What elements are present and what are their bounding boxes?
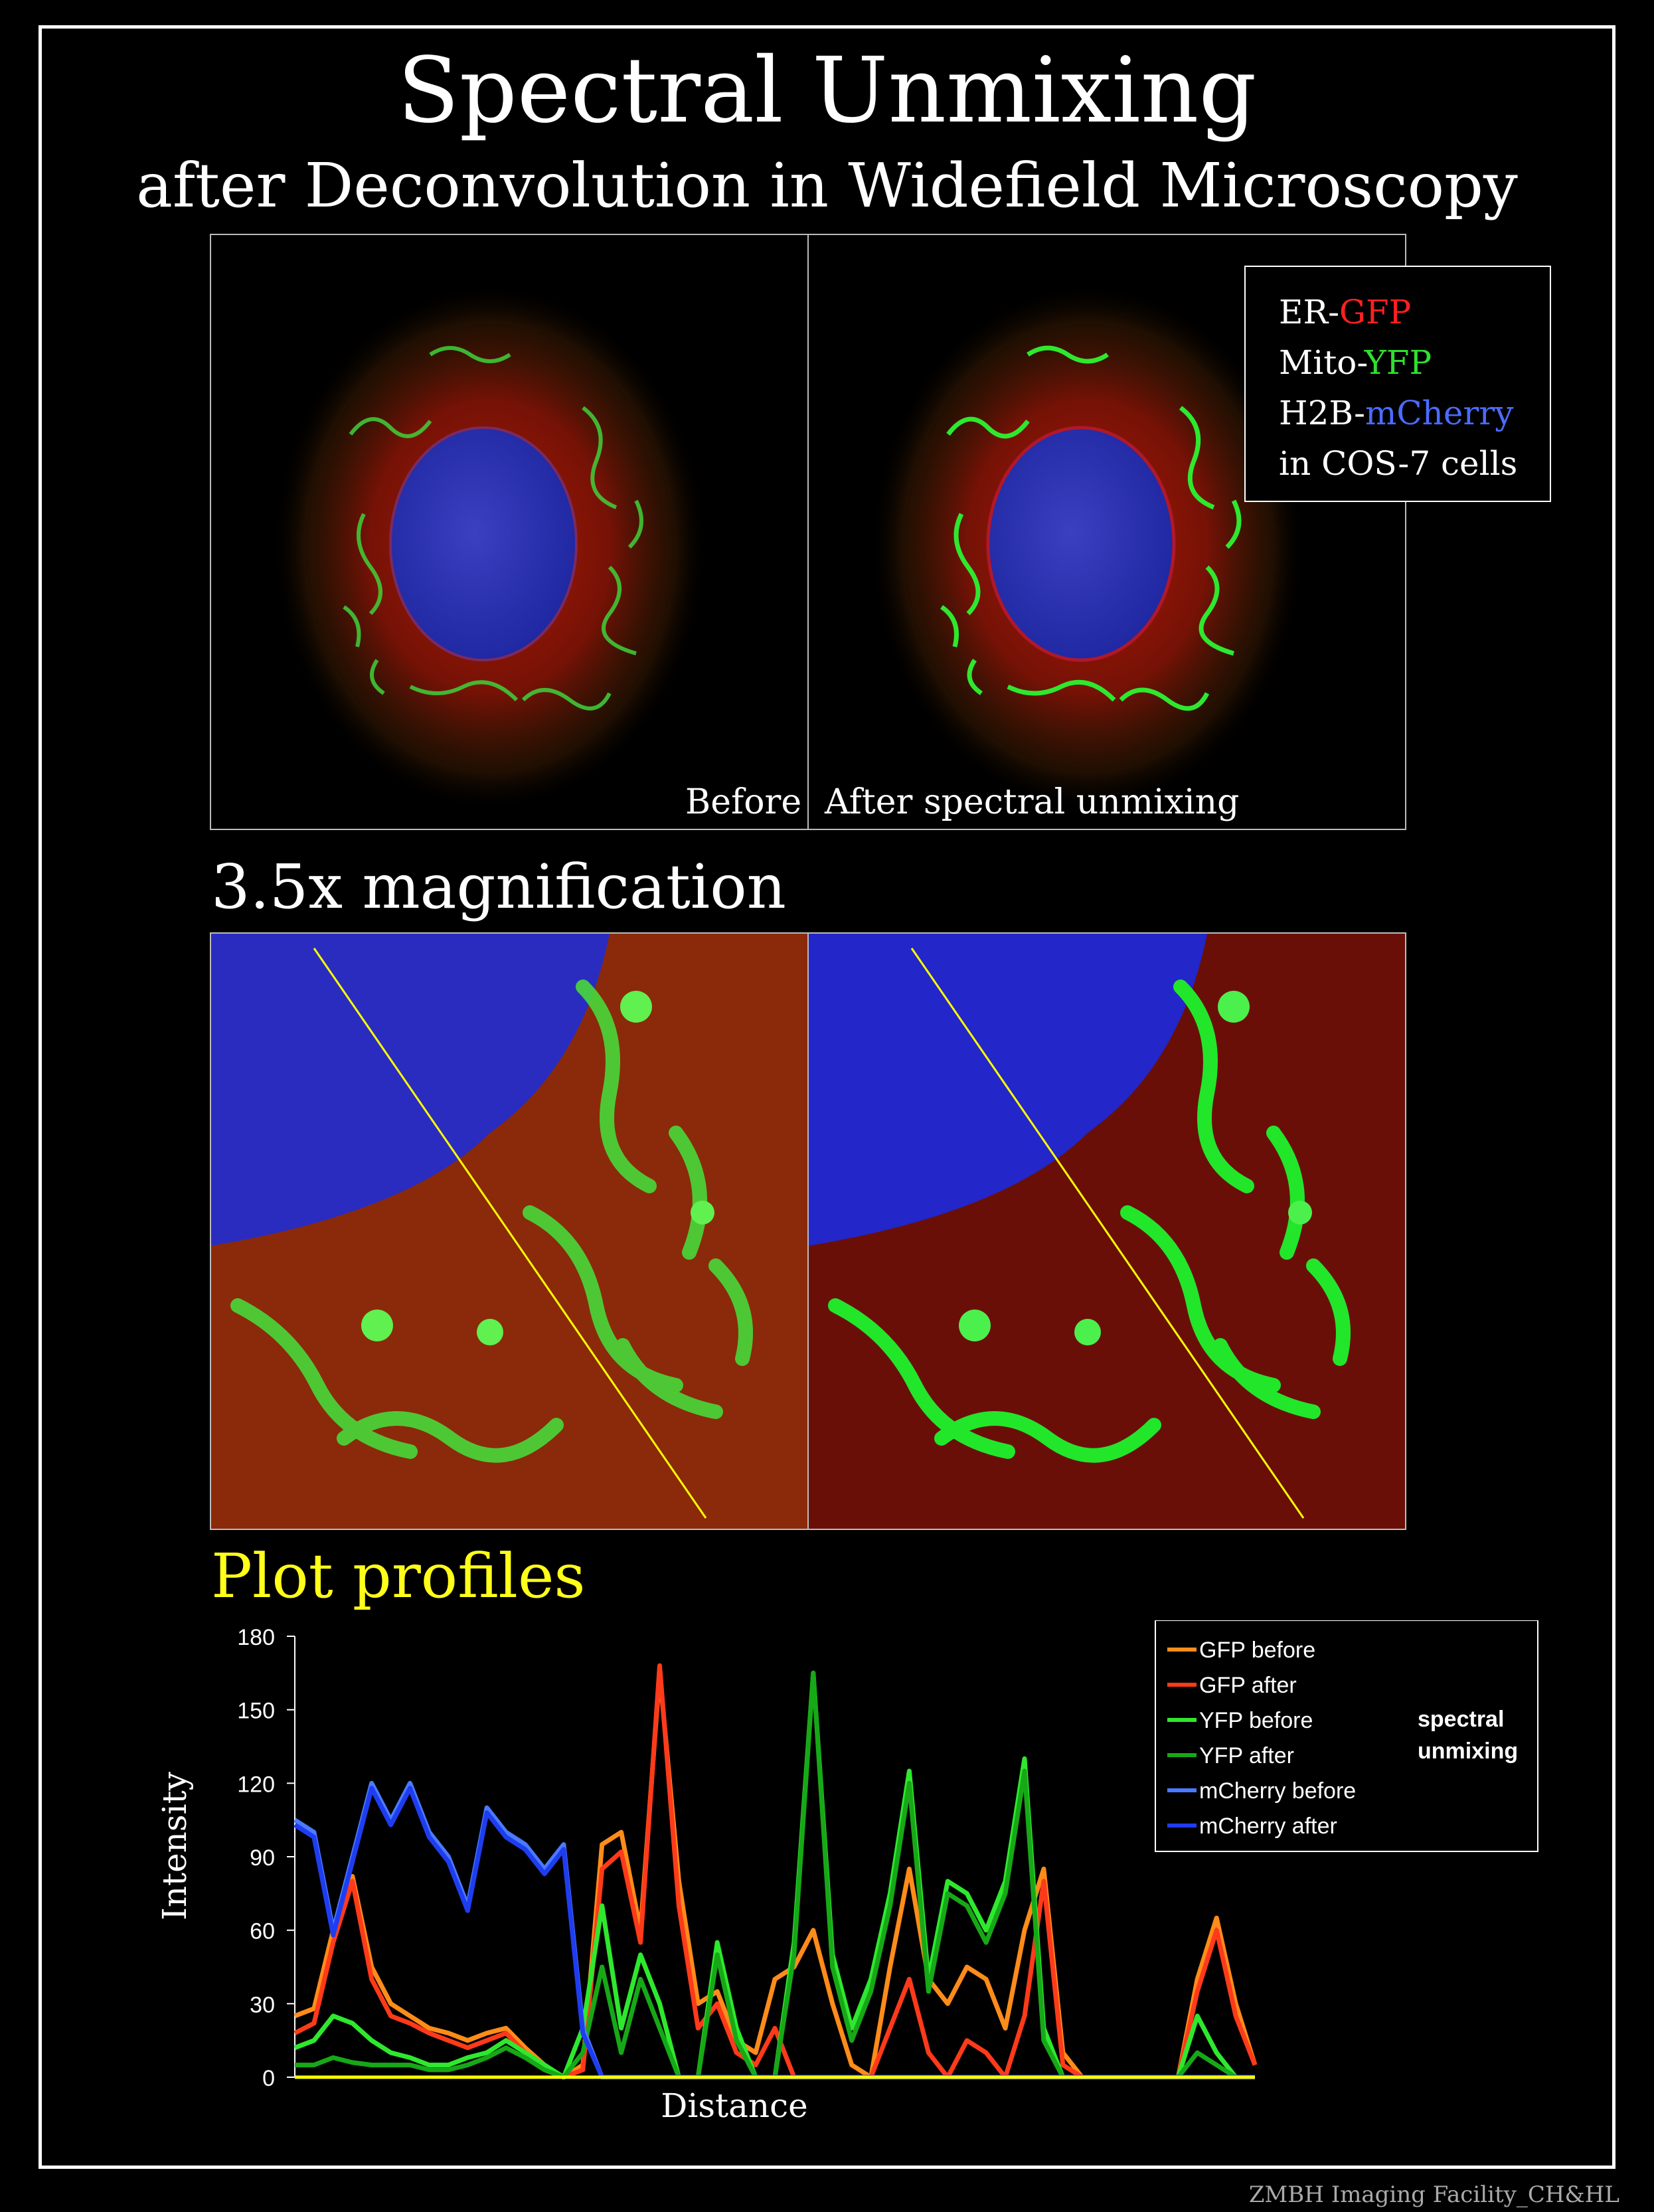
legend-entry: GFP after — [1199, 1673, 1297, 1698]
y-tick-label: 30 — [250, 1992, 275, 2017]
plot-heading: Plot profiles — [211, 1541, 586, 1612]
legend-entry: YFP before — [1199, 1708, 1313, 1733]
annotation-unmixing: unmixing — [1418, 1739, 1518, 1764]
page-title: Spectral Unmixing — [397, 39, 1257, 143]
page-subtitle: after Deconvolution in Widefield Microsc… — [136, 150, 1518, 221]
legend-row-mito: Mito-YFP — [1279, 343, 1432, 382]
before-magnified-image — [211, 934, 807, 1529]
series-line-yfp-before — [293, 1670, 1255, 2080]
y-tick-label: 150 — [237, 1699, 275, 1724]
after-magnified-image — [809, 934, 1405, 1529]
legend-entry: mCherry before — [1199, 1778, 1356, 1804]
before-cell-image — [271, 282, 709, 813]
plot-profiles-chart: Intensity Distance 0 30 60 90 120 150 180 GFP … — [155, 1620, 1538, 2125]
x-axis-label: Distance — [661, 2086, 807, 2125]
legend-entry: mCherry after — [1199, 1814, 1337, 1839]
series-line-gfp-after — [293, 1663, 1258, 2080]
after-label: After spectral unmixing — [825, 782, 1240, 822]
y-tick-label: 0 — [262, 2066, 275, 2091]
before-label: Before — [685, 782, 802, 822]
legend-entry: GFP before — [1199, 1638, 1315, 1663]
before-magnified-panel — [210, 932, 809, 1530]
legend-row-h2b: H2B-mCherry — [1279, 394, 1514, 432]
after-cell-image — [868, 282, 1307, 813]
y-tick-label: 120 — [237, 1772, 275, 1797]
series-line-yfp-after — [295, 1670, 1255, 2080]
magnification-heading: 3.5x magnification — [211, 851, 786, 922]
footer-credit: ZMBH Imaging Facility_CH&HL — [1248, 2181, 1619, 2208]
after-magnified-panel — [807, 932, 1406, 1530]
y-axis-label: Intensity — [155, 1771, 194, 1920]
y-tick-label: 90 — [250, 1845, 275, 1871]
y-tick-label: 60 — [250, 1919, 275, 1944]
y-tick-label: 180 — [237, 1625, 275, 1650]
fluorophore-legend: ER-GFP Mito-YFP H2B-mCherry in COS-7 cel… — [1244, 266, 1551, 502]
chart-legend: GFP before GFP after YFP before YFP after mC… — [1155, 1620, 1538, 1852]
legend-entry: YFP after — [1199, 1743, 1294, 1768]
page-frame — [39, 25, 1615, 2169]
legend-row-er: ER-GFP — [1279, 293, 1412, 331]
annotation-spectral: spectral — [1418, 1707, 1504, 1732]
before-image-panel — [210, 234, 809, 830]
legend-row-cells: in COS-7 cells — [1279, 444, 1518, 483]
series-line-gfp-before — [293, 1670, 1258, 2080]
